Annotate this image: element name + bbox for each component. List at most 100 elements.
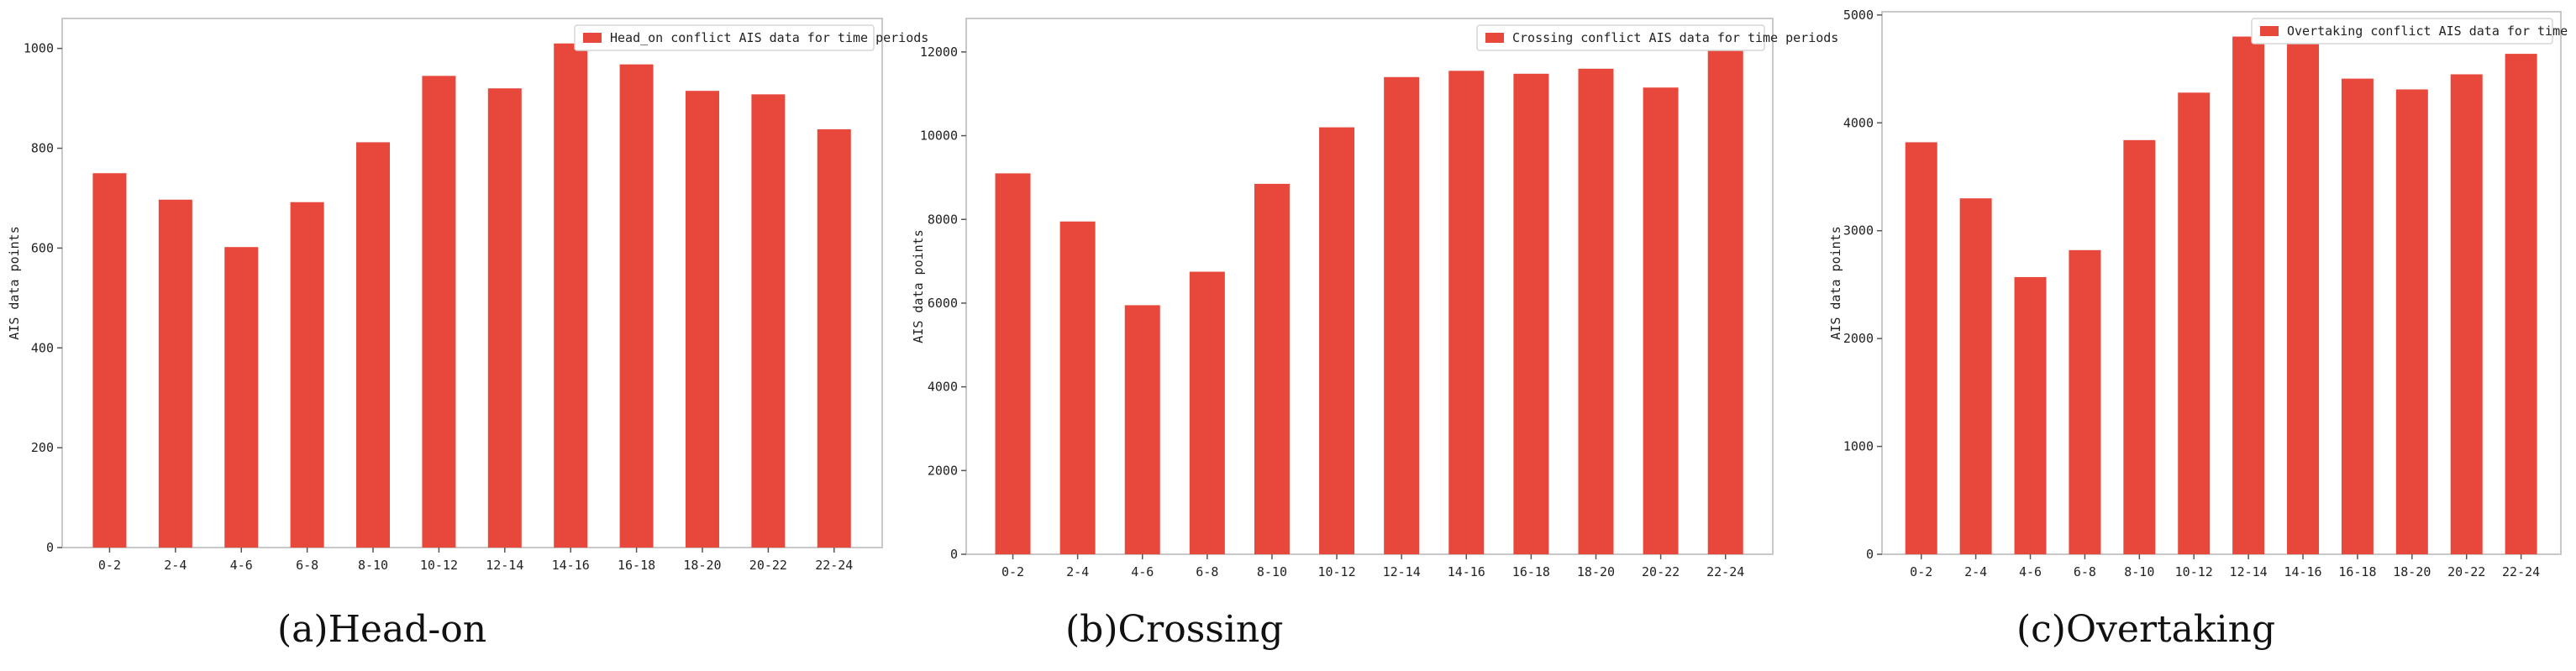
bar — [1513, 73, 1549, 554]
bar — [356, 142, 391, 548]
y-tick-label: 10000 — [920, 128, 958, 144]
legend-swatch — [583, 33, 602, 43]
bar — [2014, 276, 2047, 554]
x-tick-label: 6-8 — [296, 558, 318, 573]
bar — [290, 202, 324, 548]
legend-label: Overtaking conflict AIS data for time pe… — [2287, 24, 2576, 39]
bar — [2505, 54, 2537, 555]
bar — [1448, 71, 1485, 554]
x-tick-label: 12-14 — [1383, 564, 1421, 579]
x-tick-label: 22-24 — [2502, 564, 2540, 579]
x-tick-label: 14-16 — [552, 558, 590, 573]
x-tick-label: 4-6 — [230, 558, 253, 573]
bar — [2123, 139, 2156, 555]
x-tick-label: 2-4 — [1964, 564, 1987, 579]
x-tick-label: 8-10 — [2124, 564, 2154, 579]
x-tick-label: 14-16 — [2284, 564, 2321, 579]
bar — [158, 199, 192, 548]
x-tick-label: 16-18 — [2338, 564, 2376, 579]
y-tick-label: 12000 — [920, 45, 958, 60]
x-tick-label: 22-24 — [815, 558, 853, 573]
x-tick-label: 20-22 — [749, 558, 787, 573]
bar — [487, 88, 522, 548]
x-tick-label: 12-14 — [486, 558, 523, 573]
y-tick-label: 4000 — [928, 380, 958, 395]
y-tick-label: 5000 — [1843, 8, 1874, 23]
caption-overtaking: (c)Overtaking — [2016, 608, 2276, 651]
caption-crossing: (b)Crossing — [1065, 608, 1284, 651]
bar — [1189, 271, 1225, 554]
bar — [1643, 87, 1679, 554]
x-tick-label: 0-2 — [1910, 564, 1932, 579]
x-tick-label: 4-6 — [2019, 564, 2042, 579]
bar — [2450, 74, 2483, 554]
x-tick-label: 16-18 — [1512, 564, 1550, 579]
bar — [1319, 127, 1355, 554]
y-tick-label: 1000 — [24, 41, 54, 56]
x-tick-label: 20-22 — [2447, 564, 2485, 579]
legend-swatch — [2260, 26, 2279, 36]
y-tick-label: 0 — [950, 547, 958, 562]
x-tick-label: 18-20 — [1577, 564, 1615, 579]
bar — [2069, 249, 2101, 554]
bar — [685, 91, 719, 548]
y-tick-label: 4000 — [1843, 115, 1874, 130]
x-tick-label: 18-20 — [2393, 564, 2431, 579]
x-tick-label: 2-4 — [164, 558, 187, 573]
x-tick-label: 12-14 — [2230, 564, 2268, 579]
bar — [1124, 305, 1160, 554]
x-tick-label: 18-20 — [683, 558, 721, 573]
x-tick-label: 14-16 — [1448, 564, 1485, 579]
bar — [92, 173, 127, 548]
plot-frame — [1881, 11, 2562, 555]
plot-frame — [965, 18, 1774, 555]
y-tick-label: 8000 — [928, 212, 958, 227]
x-tick-label: 6-8 — [2074, 564, 2096, 579]
y-tick-label: 2000 — [1843, 331, 1874, 346]
bar — [1059, 221, 1096, 554]
x-tick-label: 16-18 — [618, 558, 655, 573]
x-tick-label: 4-6 — [1131, 564, 1154, 579]
y-tick-label: 0 — [1866, 547, 1874, 562]
y-axis-label: AIS data points — [1828, 226, 1843, 339]
x-tick-label: 8-10 — [1257, 564, 1287, 579]
x-tick-label: 2-4 — [1066, 564, 1089, 579]
y-tick-label: 800 — [31, 141, 54, 156]
y-tick-label: 1000 — [1843, 439, 1874, 454]
bar — [751, 94, 786, 548]
y-tick-label: 3000 — [1843, 223, 1874, 239]
bar — [1254, 183, 1290, 554]
bar — [2395, 89, 2428, 555]
bar — [2341, 78, 2374, 555]
y-axis-label: AIS data points — [911, 229, 926, 343]
x-tick-label: 10-12 — [1317, 564, 1355, 579]
y-tick-label: 200 — [31, 440, 54, 455]
bar — [1707, 43, 1743, 554]
legend-label: Crossing conflict AIS data for time peri… — [1512, 30, 1838, 45]
x-tick-label: 6-8 — [1196, 564, 1218, 579]
bar — [2232, 36, 2265, 555]
x-tick-label: 20-22 — [1642, 564, 1680, 579]
x-tick-label: 22-24 — [1706, 564, 1744, 579]
bar — [2287, 43, 2320, 555]
y-axis-label: AIS data points — [7, 226, 22, 339]
bar — [224, 247, 259, 548]
bar — [995, 173, 1031, 554]
x-tick-label: 10-12 — [2175, 564, 2213, 579]
bar — [1578, 68, 1614, 554]
y-tick-label: 0 — [46, 540, 54, 555]
y-tick-label: 600 — [31, 240, 54, 255]
bar — [2178, 92, 2211, 554]
bar — [554, 43, 588, 548]
legend-box — [1476, 24, 1765, 51]
caption-head-on: (a)Head-on — [277, 608, 487, 651]
x-tick-label: 10-12 — [420, 558, 458, 573]
y-tick-label: 2000 — [928, 463, 958, 478]
x-tick-label: 0-2 — [1001, 564, 1024, 579]
y-tick-label: 6000 — [928, 296, 958, 311]
legend-box — [574, 24, 875, 51]
legend-label: Head_on conflict AIS data for time perio… — [610, 30, 928, 45]
